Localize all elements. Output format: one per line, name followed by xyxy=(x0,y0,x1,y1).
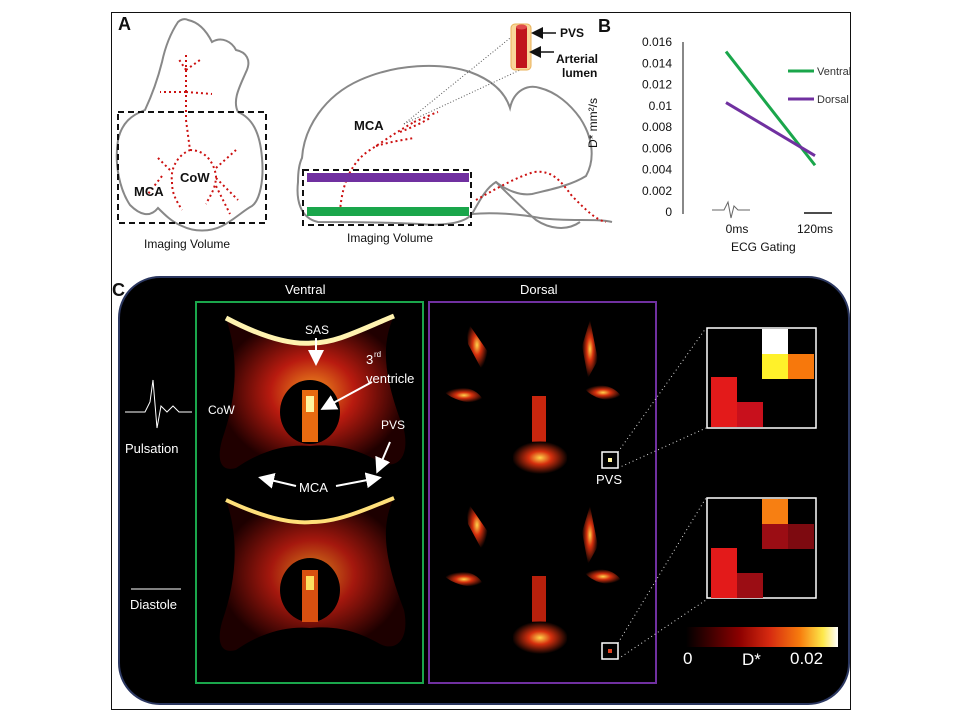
chart-legend-label-dorsal: Dorsal xyxy=(817,94,849,106)
colorbar-min: 0 xyxy=(683,649,693,668)
label-cow: CoW xyxy=(180,170,210,185)
ann-sas: SAS xyxy=(305,323,330,337)
label-arterial-line1: Arterial xyxy=(556,52,599,66)
chart-y-tick-label: 0.01 xyxy=(649,99,673,113)
dorsal-slab xyxy=(307,173,469,182)
ventral-slab xyxy=(307,207,469,216)
pvs-zoom-inset-diastole xyxy=(706,497,817,599)
arterial-lumen-cylinder xyxy=(516,27,527,68)
cerebellum-outline xyxy=(495,181,581,229)
chart-x-axis-label: ECG Gating xyxy=(731,240,796,254)
ventral-image-frame xyxy=(195,301,424,684)
chart-y-tick-label: 0 xyxy=(665,205,672,219)
brainstem-outline xyxy=(471,212,613,223)
chart-y-tick-label: 0.004 xyxy=(642,163,672,177)
ann-third-ventricle-sup: rd xyxy=(374,350,382,359)
dorsal-image-pulsation xyxy=(444,320,622,474)
chart-legend-label-ventral: Ventral xyxy=(817,66,850,78)
ventral-image-diastole xyxy=(219,496,406,651)
pvs-zoom-inset-pulsation xyxy=(706,327,817,429)
ann-cow: CoW xyxy=(208,403,235,417)
col-label-dorsal: Dorsal xyxy=(520,282,558,297)
row-label-pulsation: Pulsation xyxy=(125,441,179,456)
sagittal-brain-outline xyxy=(296,64,593,226)
colorbar xyxy=(686,627,838,647)
panel-letter-c: C xyxy=(112,280,125,300)
label-mca-axial: MCA xyxy=(134,184,164,199)
ecg-waveform-icon xyxy=(712,200,750,219)
label-pvs: PVS xyxy=(560,26,585,40)
sagittal-vessels xyxy=(339,111,607,223)
pvs-roi-pulsation xyxy=(601,451,619,469)
ann-pvs: PVS xyxy=(381,418,406,432)
axial-brain-outline xyxy=(115,18,264,232)
imaging-volume-box-axial xyxy=(117,111,267,224)
label-arterial-line2: lumen xyxy=(562,66,598,80)
chart-y-tick-label: 0.006 xyxy=(642,141,672,155)
ann-third-ventricle-word: ventricle xyxy=(366,371,415,386)
imaging-volume-box-sagittal xyxy=(302,169,472,226)
colorbar-max: 0.02 xyxy=(790,649,824,668)
ventral-image-pulsation xyxy=(219,313,406,469)
ann-third-ventricle-3: 3 xyxy=(366,352,374,367)
label-mca-sagittal: MCA xyxy=(354,118,384,133)
chart-y-tick-label: 0.008 xyxy=(642,120,672,134)
chart-x-tick-label: 120ms xyxy=(797,222,833,236)
chart-y-tick-label: 0.002 xyxy=(642,184,672,198)
panel-b-chart: 0.016 0.014 0.012 0.01 0.008 0.006 0.004 0.002 0… xyxy=(642,35,850,236)
figure-frame xyxy=(111,12,851,710)
dorsal-image-diastole xyxy=(444,500,622,654)
ecg-pulsation-icon xyxy=(125,379,192,429)
axial-vessels xyxy=(147,55,239,215)
chart-x-tick-label: 0ms xyxy=(726,222,749,236)
dorsal-image-frame xyxy=(428,301,657,684)
ann-mca: MCA xyxy=(299,480,328,495)
panel-letter-a: A xyxy=(118,14,131,34)
chart-y-tick-label: 0.014 xyxy=(642,56,672,70)
chart-series-line-dorsal xyxy=(725,101,816,157)
ann-pvs-dorsal: PVS xyxy=(596,472,623,487)
chart-y-tick-label: 0.016 xyxy=(642,35,672,49)
chart-y-tick-label: 0.012 xyxy=(642,78,672,92)
col-label-ventral: Ventral xyxy=(285,282,326,297)
row-label-diastole: Diastole xyxy=(130,597,177,612)
panel-a-drawing xyxy=(115,18,613,232)
label-imaging-volume-axial: Imaging Volume xyxy=(144,237,231,251)
panel-letter-b: B xyxy=(598,16,611,36)
label-imaging-volume-sagittal: Imaging Volume xyxy=(347,231,434,245)
colorbar-title: D* xyxy=(742,650,761,669)
pvs-roi-diastole xyxy=(601,642,619,660)
